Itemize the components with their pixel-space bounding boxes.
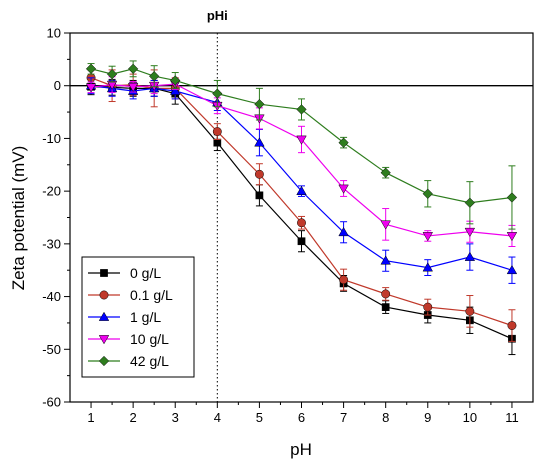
data-point (464, 227, 476, 238)
legend-marker (98, 311, 110, 321)
y-tick-label: -50 (42, 342, 61, 357)
data-point (338, 184, 349, 194)
data-point (338, 226, 349, 237)
y-tick-label: -30 (42, 236, 61, 251)
data-point (380, 255, 391, 265)
data-point (422, 188, 433, 199)
x-tick-label: 6 (298, 410, 305, 425)
legend-label: 1 g/L (130, 309, 161, 325)
x-tick-label: 7 (340, 410, 347, 425)
data-point (465, 306, 475, 316)
legend-label: 10 g/L (130, 331, 169, 347)
data-point (85, 83, 97, 93)
data-point (506, 232, 518, 242)
x-tick-label: 1 (87, 410, 94, 425)
data-point (297, 218, 306, 228)
legend-marker (99, 290, 109, 300)
data-point (296, 104, 307, 115)
y-tick-label: -40 (42, 289, 61, 304)
data-point (381, 289, 391, 299)
data-point (254, 99, 265, 110)
data-point (149, 71, 160, 82)
data-point (254, 137, 265, 147)
x-tick-label: 8 (382, 410, 389, 425)
data-point (127, 63, 139, 74)
data-point (296, 185, 307, 195)
x-tick-label: 3 (172, 410, 179, 425)
data-point (422, 262, 434, 272)
x-axis-title: pH (290, 440, 312, 459)
x-tick-label: 5 (256, 410, 263, 425)
plot-area: pHi (70, 8, 533, 402)
x-tick-label: 10 (463, 410, 477, 425)
data-point (423, 302, 433, 312)
data-point (464, 251, 476, 261)
data-point (339, 275, 349, 285)
data-point (85, 63, 97, 74)
data-point (506, 192, 518, 203)
data-point (381, 303, 390, 311)
data-point (213, 138, 222, 147)
data-point (506, 264, 518, 275)
data-point (507, 321, 517, 331)
series-4 (85, 60, 518, 230)
data-point (170, 75, 181, 86)
legend-marker (98, 355, 110, 367)
data-point (254, 169, 264, 179)
legend-label: 42 g/L (130, 353, 169, 369)
reference-label: pHi (207, 8, 228, 23)
legend-marker (98, 335, 110, 345)
legend-label: 0 g/L (130, 265, 161, 281)
y-tick-label: -20 (42, 184, 61, 199)
x-tick-label: 11 (505, 410, 519, 425)
x-tick-label: 2 (130, 410, 137, 425)
axes: 1 2 3 4 5 6 7 8 9 10 11 10 0 -10 -20 -30 -40 -50 -60 (42, 26, 534, 425)
legend-marker (100, 269, 108, 277)
x-tick-label: 4 (214, 410, 221, 425)
data-point (255, 191, 264, 200)
data-point (297, 237, 306, 246)
data-point (212, 88, 223, 99)
legend-label: 0.1 g/L (130, 287, 173, 303)
data-point (380, 220, 391, 230)
data-point (212, 127, 222, 137)
data-point (380, 167, 391, 178)
data-point (127, 82, 139, 93)
data-point (106, 68, 118, 80)
data-point (296, 135, 307, 145)
y-tick-label: 0 (54, 78, 61, 93)
legend: 0 g/L 0.1 g/L 1 g/L 10 g/L 42 g/L (81, 256, 195, 378)
y-axis-title: Zeta potential (mV) (9, 146, 28, 291)
data-point (464, 197, 476, 208)
data-point (422, 232, 434, 242)
y-tick-label: -60 (42, 395, 61, 410)
x-tick-label: 9 (424, 410, 431, 425)
y-tick-label: 10 (47, 26, 61, 41)
data-point (169, 85, 181, 95)
data-point (338, 137, 349, 148)
y-tick-label: -10 (42, 131, 61, 146)
